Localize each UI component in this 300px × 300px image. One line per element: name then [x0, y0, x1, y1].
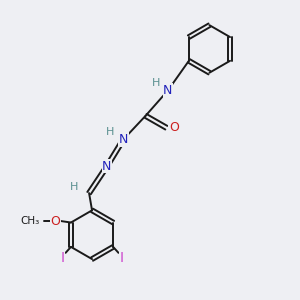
Text: H: H — [70, 182, 78, 192]
Text: N: N — [102, 160, 112, 173]
Text: CH₃: CH₃ — [20, 216, 40, 226]
Text: H: H — [152, 78, 161, 88]
Text: I: I — [119, 251, 124, 265]
Text: N: N — [163, 84, 172, 97]
Text: I: I — [61, 251, 64, 265]
Text: H: H — [106, 127, 114, 137]
Text: N: N — [118, 133, 128, 146]
Text: O: O — [50, 214, 60, 227]
Text: O: O — [169, 121, 179, 134]
